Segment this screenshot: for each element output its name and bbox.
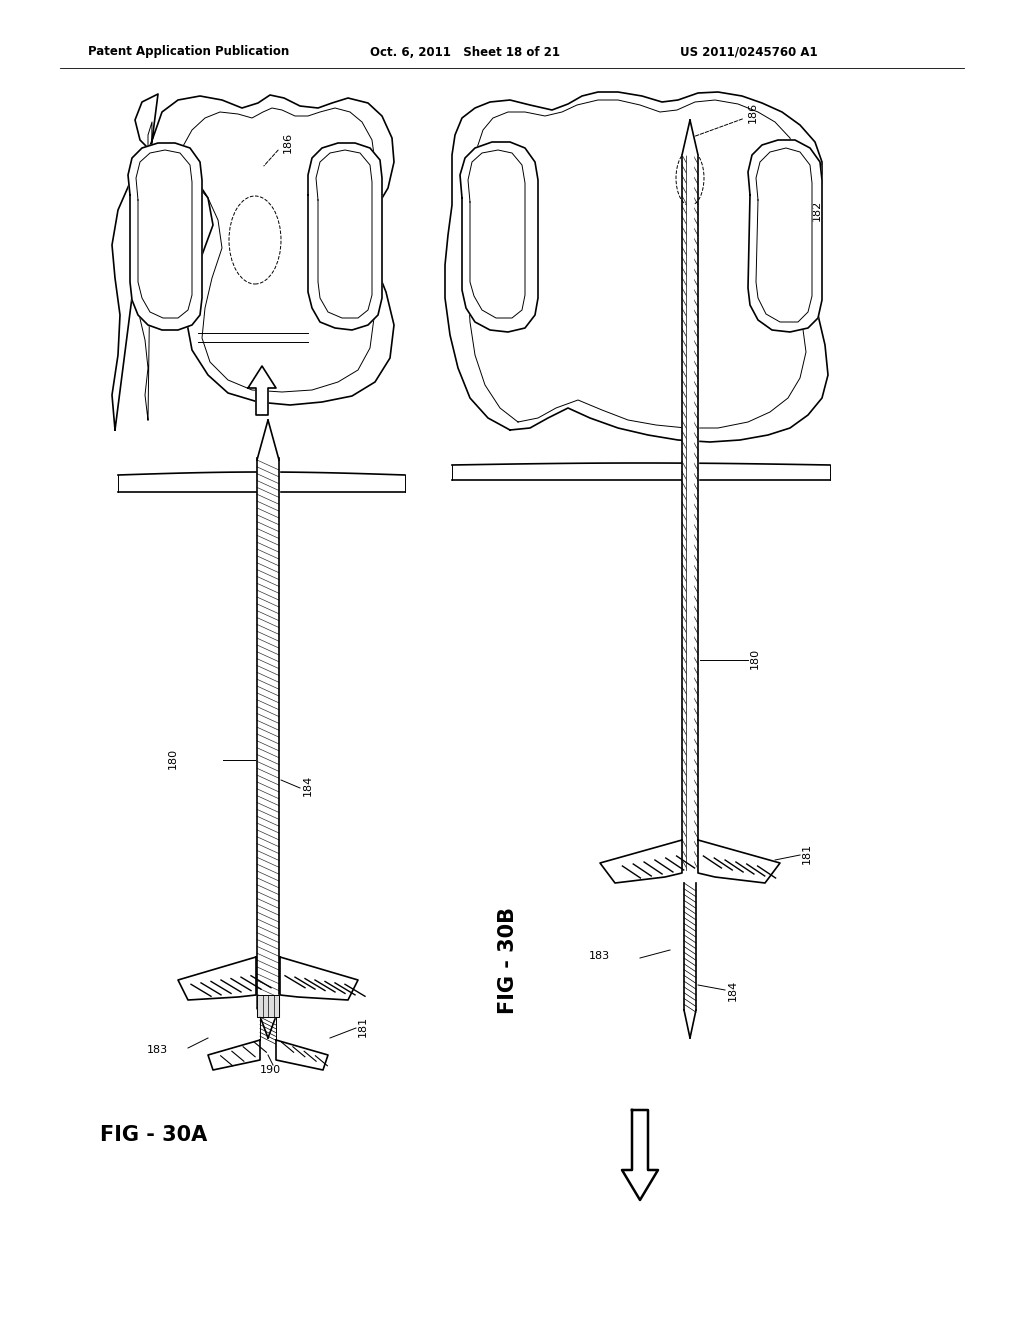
- Text: FIG - 30B: FIG - 30B: [498, 907, 518, 1014]
- Polygon shape: [684, 1010, 696, 1038]
- Polygon shape: [687, 154, 693, 870]
- Polygon shape: [468, 150, 525, 318]
- Polygon shape: [208, 1040, 260, 1071]
- Polygon shape: [460, 143, 538, 333]
- Polygon shape: [308, 143, 382, 330]
- Polygon shape: [257, 458, 279, 1008]
- Polygon shape: [693, 154, 698, 870]
- Text: 180: 180: [168, 747, 178, 768]
- Text: 186: 186: [283, 132, 293, 153]
- Text: 181: 181: [802, 842, 812, 863]
- Polygon shape: [112, 94, 394, 430]
- Polygon shape: [748, 140, 822, 333]
- Polygon shape: [756, 148, 812, 322]
- Text: 184: 184: [728, 979, 738, 1001]
- Polygon shape: [136, 150, 193, 318]
- Text: 182: 182: [362, 207, 373, 228]
- Text: Oct. 6, 2011   Sheet 18 of 21: Oct. 6, 2011 Sheet 18 of 21: [370, 45, 560, 58]
- Ellipse shape: [229, 195, 281, 284]
- Text: 190: 190: [259, 1065, 281, 1074]
- Text: 183: 183: [146, 1045, 168, 1055]
- Ellipse shape: [676, 150, 705, 206]
- Polygon shape: [276, 1040, 328, 1071]
- Text: US 2011/0245760 A1: US 2011/0245760 A1: [680, 45, 817, 58]
- Polygon shape: [260, 1016, 276, 1040]
- Text: 186: 186: [748, 102, 758, 123]
- Polygon shape: [280, 957, 358, 1001]
- Text: FIG - 30A: FIG - 30A: [100, 1125, 207, 1144]
- Text: 184: 184: [303, 775, 313, 796]
- Polygon shape: [452, 463, 830, 480]
- Polygon shape: [698, 840, 780, 883]
- Text: 183: 183: [589, 950, 610, 961]
- Text: Patent Application Publication: Patent Application Publication: [88, 45, 289, 58]
- Polygon shape: [257, 995, 279, 1016]
- Polygon shape: [118, 473, 406, 492]
- Polygon shape: [178, 957, 256, 1001]
- Polygon shape: [682, 154, 687, 870]
- Polygon shape: [316, 150, 372, 318]
- Polygon shape: [248, 366, 276, 414]
- Polygon shape: [128, 143, 202, 330]
- Polygon shape: [445, 92, 828, 442]
- Polygon shape: [257, 1008, 279, 1038]
- Polygon shape: [622, 1110, 658, 1200]
- Polygon shape: [684, 883, 696, 1010]
- Polygon shape: [682, 120, 698, 154]
- Polygon shape: [600, 840, 682, 883]
- Text: 180: 180: [750, 647, 760, 668]
- Polygon shape: [257, 420, 279, 459]
- Text: 182: 182: [812, 199, 822, 220]
- Text: 181: 181: [358, 1015, 368, 1036]
